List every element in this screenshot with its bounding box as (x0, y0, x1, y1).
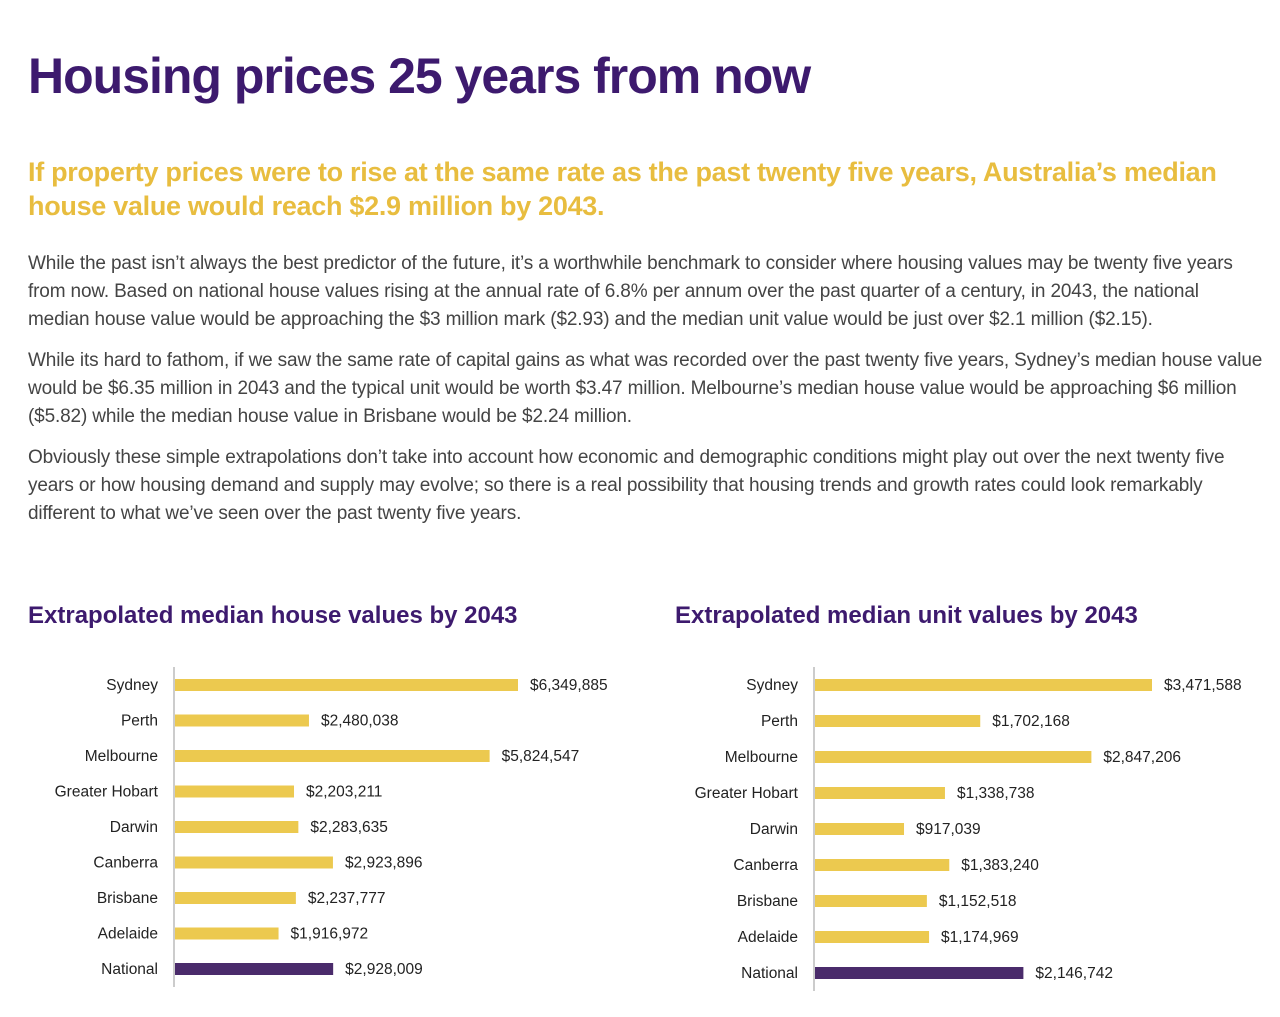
house-bar-darwin (175, 821, 299, 833)
body-text: While the past isn’t always the best pre… (28, 250, 1264, 541)
house-value-label-darwin: $2,283,635 (310, 819, 388, 836)
house-bar-perth (175, 714, 309, 727)
unit-category-label-sydney: Sydney (746, 677, 798, 694)
page-title: Housing prices 25 years from now (28, 48, 811, 104)
unit-value-label-darwin: $917,039 (916, 821, 981, 838)
house-category-label-perth: Perth (121, 713, 158, 730)
house-category-label-greater-hobart: Greater Hobart (55, 784, 159, 801)
paragraph-2: While its hard to fathom, if we saw the … (28, 350, 1263, 427)
unit-bar-sydney (815, 679, 1152, 691)
page-subtitle: If property prices were to rise at the s… (28, 157, 1217, 221)
unit-value-label-adelaide: $1,174,969 (941, 929, 1019, 946)
unit-value-label-perth: $1,702,168 (992, 713, 1070, 730)
house-value-label-perth: $2,480,038 (321, 713, 399, 730)
unit-value-label-canberra: $1,383,240 (961, 857, 1039, 874)
unit-category-label-national: National (741, 965, 798, 982)
unit-bar-darwin (815, 823, 905, 835)
unit-category-label-melbourne: Melbourne (725, 749, 798, 766)
house-values-chart: Extrapolated median house values by 2043… (28, 600, 648, 1000)
house-value-label-canberra: $2,923,896 (345, 855, 423, 872)
unit-value-label-melbourne: $2,847,206 (1103, 749, 1181, 766)
house-chart-title: Extrapolated median house values by 2043 (28, 602, 518, 629)
unit-bar-adelaide (815, 931, 930, 943)
unit-chart-title: Extrapolated median unit values by 2043 (675, 602, 1138, 629)
unit-bar-melbourne (815, 751, 1092, 763)
house-value-label-melbourne: $5,824,547 (502, 748, 580, 765)
house-bar-greater-hobart (175, 785, 295, 798)
house-category-label-melbourne: Melbourne (85, 748, 158, 765)
house-value-label-greater-hobart: $2,203,211 (306, 784, 382, 801)
unit-bar-greater-hobart (815, 787, 945, 799)
unit-value-label-greater-hobart: $1,338,738 (957, 785, 1035, 802)
unit-bar-national (815, 967, 1024, 979)
house-bar-canberra (175, 856, 333, 869)
house-category-label-brisbane: Brisbane (97, 890, 158, 907)
unit-category-label-brisbane: Brisbane (737, 893, 798, 910)
house-category-label-national: National (101, 961, 158, 978)
unit-bar-canberra (815, 859, 950, 871)
unit-values-chart: Extrapolated median unit values by 2043 … (675, 600, 1275, 1000)
house-chart-svg: Sydney $6,349,885 Perth $2,480,038 Melbourne… (55, 667, 608, 987)
unit-bar-brisbane (815, 895, 927, 907)
house-bar-brisbane (175, 892, 296, 904)
unit-category-label-adelaide: Adelaide (738, 929, 798, 946)
house-value-label-adelaide: $1,916,972 (291, 926, 369, 943)
unit-value-label-national: $2,146,742 (1035, 965, 1113, 982)
house-bar-sydney (175, 679, 518, 691)
house-value-label-sydney: $6,349,885 (530, 677, 608, 694)
unit-value-label-brisbane: $1,152,518 (939, 893, 1017, 910)
house-value-label-brisbane: $2,237,777 (308, 890, 386, 907)
house-bar-adelaide (175, 927, 279, 940)
unit-category-label-perth: Perth (761, 713, 798, 730)
house-category-label-darwin: Darwin (110, 819, 158, 836)
house-category-label-adelaide: Adelaide (98, 926, 158, 943)
house-bar-melbourne (175, 750, 490, 762)
house-category-label-canberra: Canberra (93, 855, 158, 872)
unit-category-label-greater-hobart: Greater Hobart (695, 785, 799, 802)
unit-chart-svg: Sydney $3,471,588 Perth $1,702,168 Melbourne… (695, 667, 1242, 991)
unit-category-label-canberra: Canberra (733, 857, 798, 874)
house-bar-national (175, 963, 334, 975)
paragraph-1: While the past isn’t always the best pre… (28, 253, 1233, 330)
house-category-label-sydney: Sydney (106, 677, 158, 694)
paragraph-3: Obviously these simple extrapolations do… (28, 447, 1225, 524)
unit-value-label-sydney: $3,471,588 (1164, 677, 1242, 694)
unit-category-label-darwin: Darwin (750, 821, 798, 838)
unit-bar-perth (815, 715, 981, 727)
house-value-label-national: $2,928,009 (345, 961, 423, 978)
